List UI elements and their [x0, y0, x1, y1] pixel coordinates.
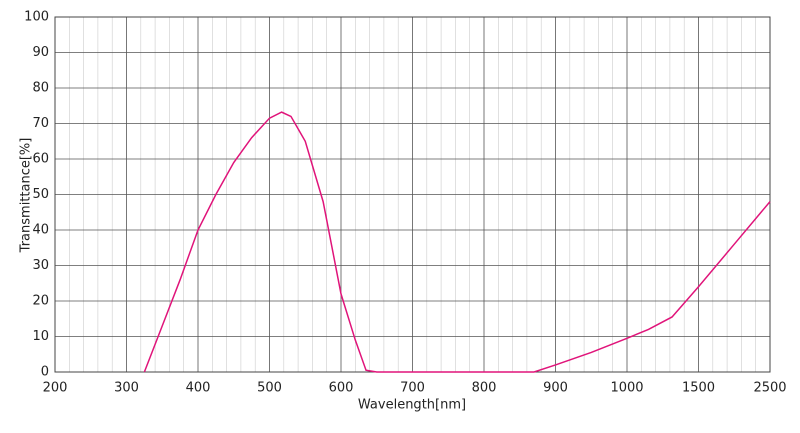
y-tick-label: 100	[24, 10, 49, 25]
y-tick-label: 40	[32, 223, 49, 238]
x-tick-label: 300	[114, 381, 139, 396]
y-axis-label: Transmittance[%]	[19, 138, 34, 254]
x-tick-label: 700	[400, 381, 425, 396]
x-tick-label: 500	[257, 381, 282, 396]
y-tick-label: 30	[32, 258, 49, 273]
x-tick-label: 1000	[610, 381, 643, 396]
y-tick-label: 70	[32, 116, 49, 131]
y-tick-label: 50	[32, 187, 49, 202]
x-tick-label: 2500	[753, 381, 786, 396]
x-tick-label: 900	[543, 381, 568, 396]
data-line	[143, 111, 771, 373]
y-tick-label: 0	[41, 365, 49, 380]
y-tick-label: 10	[32, 329, 49, 344]
y-tick-label: 60	[32, 152, 49, 167]
x-tick-label: 400	[186, 381, 211, 396]
y-tick-label: 20	[32, 294, 49, 309]
x-tick-label: 200	[43, 381, 68, 396]
y-tick-label: 80	[32, 81, 49, 96]
y-tick-label: 90	[32, 45, 49, 60]
x-axis-label: Wavelength[nm]	[358, 398, 466, 413]
x-tick-label: 600	[329, 381, 354, 396]
x-tick-label: 800	[472, 381, 497, 396]
x-tick-label: 1500	[682, 381, 715, 396]
